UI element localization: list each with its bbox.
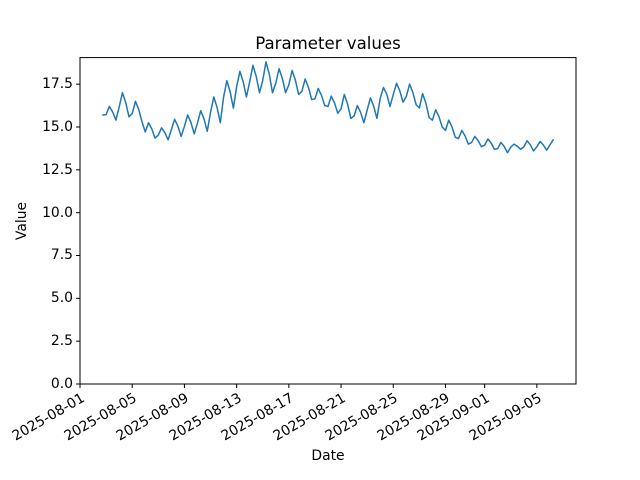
chart-title: Parameter values xyxy=(255,34,401,53)
y-axis-ticklabel: 15.0 xyxy=(42,118,73,135)
y-axis-ticklabel: 7.5 xyxy=(50,247,73,264)
x-axis-label: Date xyxy=(311,448,345,464)
y-axis-ticklabel: 12.5 xyxy=(42,161,73,178)
y-axis-ticklabel: 0.0 xyxy=(50,376,73,392)
y-axis-ticklabel: 17.5 xyxy=(42,76,73,93)
y-axis-ticklabel: 2.5 xyxy=(50,333,73,350)
axes-spines xyxy=(79,57,577,385)
y-axis-ticklabel: 10.0 xyxy=(42,204,73,221)
y-axis-ticklabel: 5.0 xyxy=(50,290,73,307)
series-line xyxy=(102,61,554,154)
